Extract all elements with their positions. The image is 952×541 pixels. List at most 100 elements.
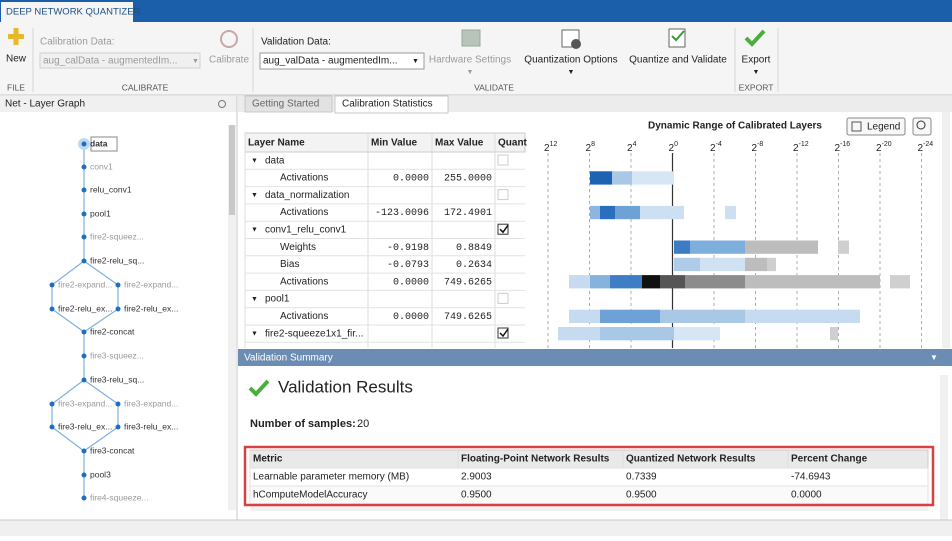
tick-base: 2 xyxy=(752,143,758,154)
validation-table: Metric Floating-Point Network Results Quan… xyxy=(249,449,929,511)
range-cell xyxy=(640,205,684,220)
tick-exponent: 0 xyxy=(674,141,678,148)
scrollbar[interactable] xyxy=(940,375,948,520)
range-cell xyxy=(745,257,767,272)
quantize-checkbox[interactable] xyxy=(497,189,509,201)
min-value: 0.0000 xyxy=(393,174,429,185)
quantization-options-button[interactable]: Quantization Options ▼ xyxy=(524,29,618,76)
new-label: New xyxy=(6,54,27,65)
graph-node[interactable] xyxy=(81,353,87,359)
tick-exponent: -12 xyxy=(799,141,809,148)
node-label: fire4-squeeze... xyxy=(90,492,149,502)
tab[interactable] xyxy=(244,95,333,113)
scrollbar[interactable] xyxy=(228,125,236,510)
export-button[interactable]: Export ▼ xyxy=(742,29,771,76)
graph-node[interactable] xyxy=(49,306,55,312)
param-name: Activations xyxy=(280,207,328,218)
table-cell: 0.9500 xyxy=(626,490,657,501)
node-label: fire3-expand... xyxy=(58,398,112,408)
range-cell xyxy=(569,275,590,289)
node-label: fire3-relu_ex... xyxy=(58,421,112,431)
graph-edge xyxy=(83,426,119,452)
table-cell: 0.0000 xyxy=(791,490,822,501)
app-tab[interactable] xyxy=(1,2,133,22)
graph-edge xyxy=(51,426,85,452)
highlight-box xyxy=(243,445,935,507)
range-cell xyxy=(674,257,700,272)
status-bar xyxy=(0,520,952,536)
graph-node[interactable] xyxy=(115,424,121,430)
quantize-and-validate-button[interactable]: Quantize and Validate xyxy=(629,28,727,66)
tick-exponent: 12 xyxy=(550,141,558,148)
range-cell xyxy=(642,275,660,289)
panel-title: Net - Layer Graph xyxy=(5,99,85,110)
param-name: Activations xyxy=(280,173,328,184)
graph-node[interactable] xyxy=(49,401,55,407)
samples-label: Number of samples: xyxy=(250,418,356,430)
node-label: fire2-expand... xyxy=(58,279,112,289)
range-tick-label: 2-4 xyxy=(710,141,722,154)
quantize-checkbox[interactable] xyxy=(497,154,509,166)
graph-node[interactable] xyxy=(81,448,87,454)
tick-base: 2 xyxy=(835,143,841,154)
tick-exponent: 8 xyxy=(591,141,595,148)
graph-node[interactable] xyxy=(81,187,87,193)
column-header: Floating-Point Network Results xyxy=(461,454,610,465)
dropdown-arrow: ▼ xyxy=(753,69,760,76)
new-button[interactable]: New xyxy=(6,28,27,65)
section-label: EXPORT xyxy=(739,82,774,92)
range-cell xyxy=(590,275,610,289)
quantize-checkbox[interactable] xyxy=(497,292,509,304)
graph-node[interactable] xyxy=(115,306,121,312)
graph-node[interactable] xyxy=(81,495,87,501)
expand-arrow: ▼ xyxy=(251,330,258,337)
graph-node[interactable] xyxy=(81,234,87,240)
range-cell xyxy=(590,205,600,220)
table-cell: 2.9003 xyxy=(461,472,492,483)
min-value: 0.0000 xyxy=(393,277,429,288)
graph-edge xyxy=(51,379,85,405)
zoom-button[interactable] xyxy=(912,117,932,136)
collapse-icon[interactable]: ▼ xyxy=(930,353,938,362)
graph-node[interactable] xyxy=(49,424,55,430)
h-scrollbar[interactable] xyxy=(250,505,928,511)
graph-node[interactable] xyxy=(81,211,87,217)
close-icon[interactable] xyxy=(218,100,226,108)
range-cell xyxy=(612,171,632,185)
graph-node[interactable] xyxy=(81,258,87,264)
results-heading: Validation Results xyxy=(278,377,413,396)
max-value: 749.6265 xyxy=(444,312,492,323)
layer-graph: data conv1 relu_conv1 pool1 fire2-squeez... f… xyxy=(49,136,178,502)
scrollbar[interactable] xyxy=(942,112,950,348)
range-cell xyxy=(660,275,685,289)
calibration-table: Layer Name Min Value Max Value Quant ▼ data Ac… xyxy=(244,132,528,348)
quantize-checkbox[interactable] xyxy=(497,327,509,339)
validation-data-value: aug_valData - augmentedIm... xyxy=(263,56,398,67)
graph-node[interactable] xyxy=(81,472,87,478)
graph-node[interactable] xyxy=(115,282,121,288)
quantize-checkbox[interactable] xyxy=(497,223,509,235)
node-label: fire3-relu_ex... xyxy=(124,421,178,431)
scrollbar-thumb[interactable] xyxy=(229,125,235,215)
graph-node[interactable] xyxy=(81,377,87,383)
range-tick-label: 20 xyxy=(669,141,679,154)
range-cell xyxy=(830,327,838,341)
table-cell: Learnable parameter memory (MB) xyxy=(253,472,409,483)
graph-edge xyxy=(83,308,119,333)
tick-exponent: -24 xyxy=(923,141,933,148)
graph-node[interactable] xyxy=(115,401,121,407)
validation-data-dropdown[interactable] xyxy=(259,52,425,70)
table-cell: hComputeModelAccuracy xyxy=(253,490,368,501)
range-cell xyxy=(745,275,880,289)
graph-node[interactable] xyxy=(81,164,87,170)
tick-base: 2 xyxy=(586,143,592,154)
graph-node[interactable] xyxy=(81,329,87,335)
max-value: 0.2634 xyxy=(456,260,492,271)
section-label: FILE xyxy=(7,82,25,92)
graph-node[interactable] xyxy=(49,282,55,288)
graph-node[interactable] xyxy=(81,141,87,147)
column-header: Min Value xyxy=(371,138,418,149)
tab-active[interactable] xyxy=(334,95,449,114)
quantization-options-label: Quantization Options xyxy=(524,55,617,66)
